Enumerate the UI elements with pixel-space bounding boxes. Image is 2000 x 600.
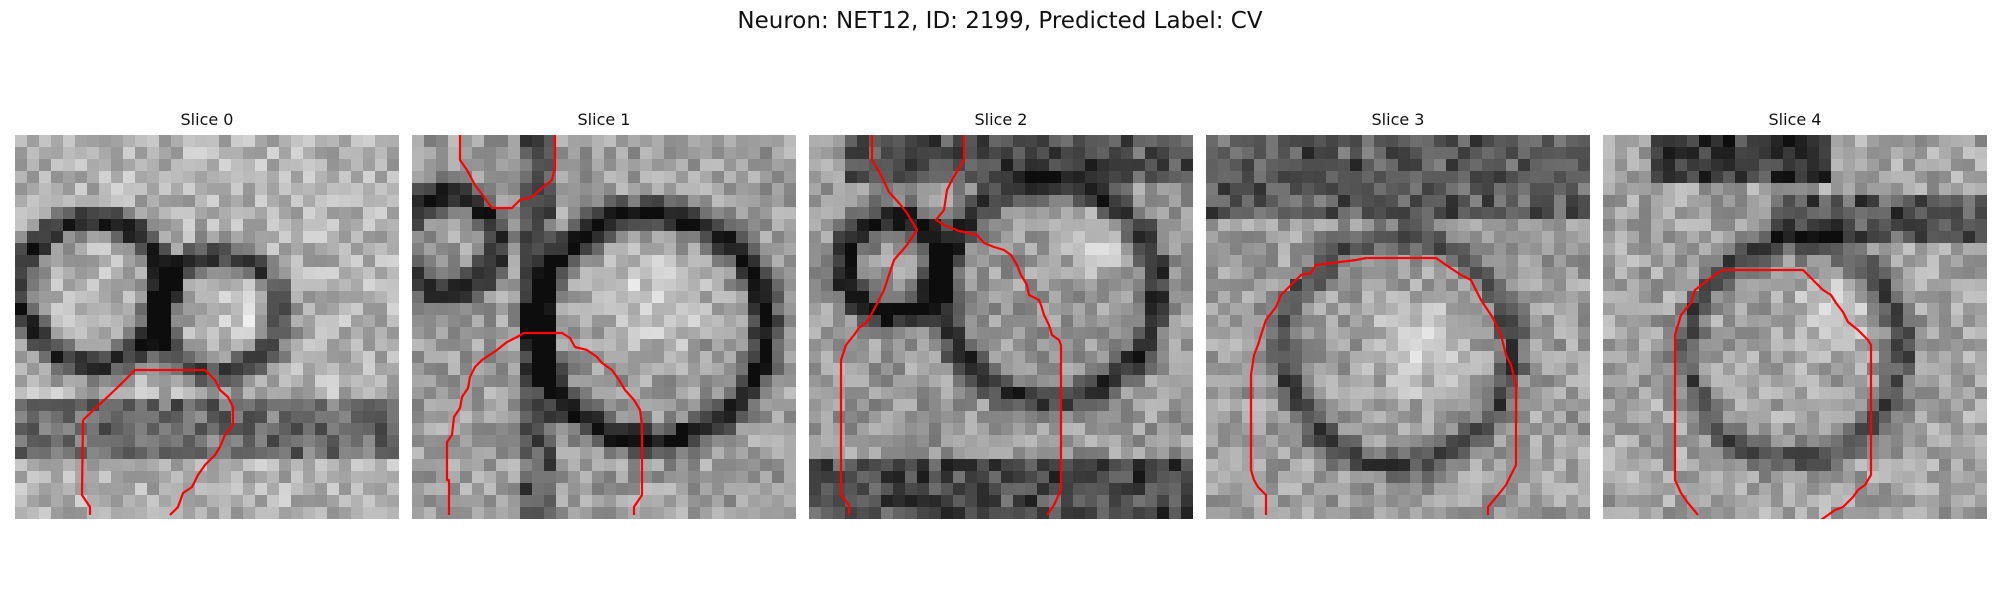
slice-title: Slice 1 — [577, 110, 631, 129]
roi-contour-line — [80, 419, 92, 515]
roi-contour-line — [458, 135, 557, 210]
slice-image — [1206, 135, 1590, 519]
slice-image — [1603, 135, 1987, 519]
slice-panel: Slice 4 — [1603, 108, 1987, 519]
roi-contour-line — [82, 368, 235, 516]
slice-panel: Slice 1 — [412, 108, 796, 519]
roi-contour-line — [1673, 268, 1873, 519]
roi-contour-line — [445, 331, 644, 515]
slice-panel: Slice 2 — [809, 108, 1193, 519]
slice-title: Slice 4 — [1768, 110, 1822, 129]
slice-image — [412, 135, 796, 519]
figure-title: Neuron: NET12, ID: 2199, Predicted Label… — [737, 8, 1263, 34]
slice-panel: Slice 3 — [1206, 108, 1590, 519]
slice-title: Slice 2 — [974, 110, 1028, 129]
slice-title: Slice 0 — [180, 110, 234, 129]
slice-image — [809, 135, 1193, 519]
roi-contour-line — [934, 135, 1063, 516]
roi-contour-line — [839, 135, 919, 515]
roi-contour-line — [1249, 256, 1518, 515]
slice-title: Slice 3 — [1371, 110, 1425, 129]
slice-panel: Slice 0 — [15, 108, 399, 519]
slice-image — [15, 135, 399, 519]
